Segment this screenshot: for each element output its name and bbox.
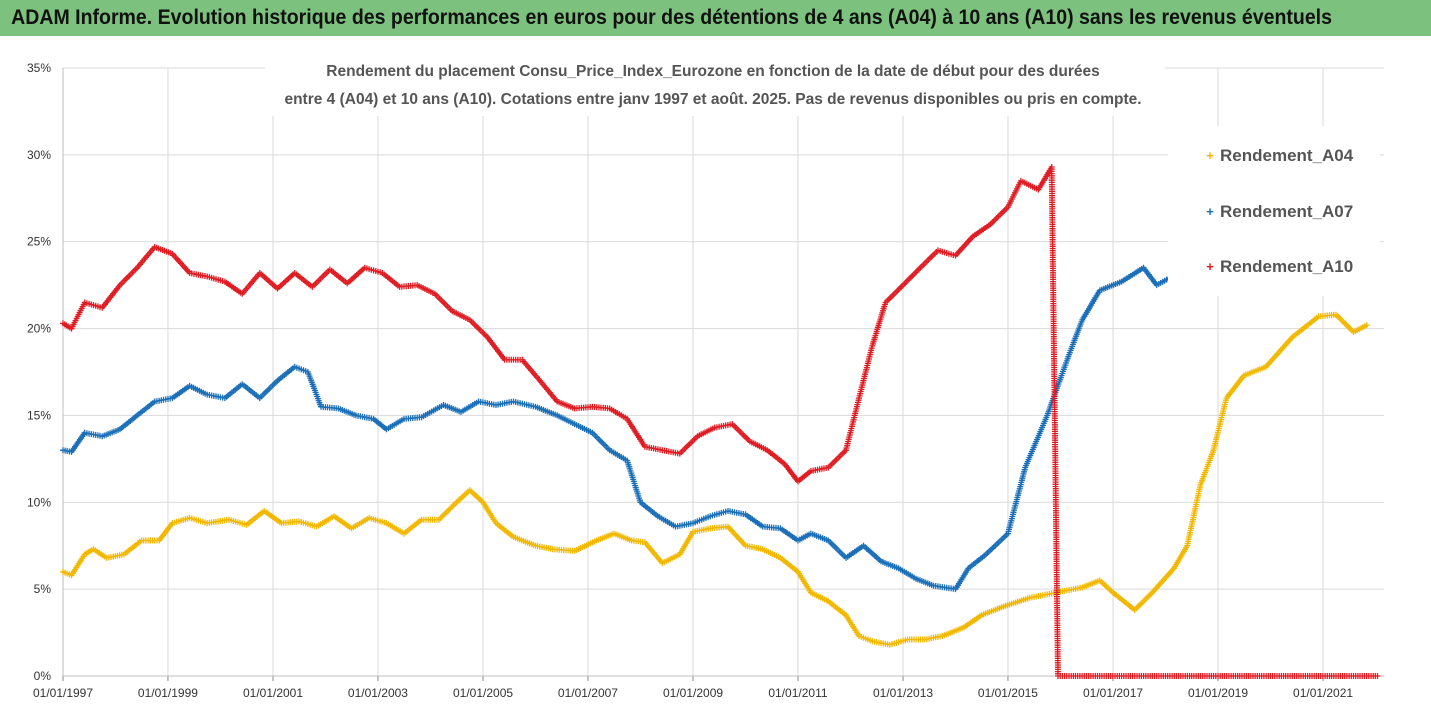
x-tick-label: 01/01/2007 bbox=[558, 686, 618, 700]
performance-chart: 0% 5% 10% 15% 20% 25% 30% 35% 01/01/1997 01/01/19… bbox=[27, 54, 1384, 700]
subtitle-background bbox=[265, 54, 1165, 116]
x-tick-label: 01/01/1999 bbox=[138, 686, 198, 700]
x-tick-label: 01/01/2015 bbox=[978, 686, 1038, 700]
legend-entry-a07: + Rendement_A07 bbox=[1206, 202, 1353, 221]
chart-subtitle-line-1: Rendement du placement Consu_Price_Index… bbox=[326, 63, 1099, 80]
series-markers bbox=[60, 164, 1381, 679]
legend-entry-a04: + Rendement_A04 bbox=[1206, 146, 1354, 165]
x-tick-label: 01/01/1997 bbox=[33, 686, 93, 700]
x-tick-label: 01/01/2017 bbox=[1083, 686, 1143, 700]
data-series bbox=[60, 164, 1381, 679]
y-tick-label: 20% bbox=[27, 322, 51, 336]
x-tick-label: 01/01/2019 bbox=[1188, 686, 1248, 700]
series-markers bbox=[60, 247, 1252, 593]
x-tick-label: 01/01/2003 bbox=[348, 686, 408, 700]
y-tick-label: 0% bbox=[34, 669, 52, 683]
legend-marker-a07: + bbox=[1206, 204, 1214, 219]
legend-label-a10: Rendement_A10 bbox=[1220, 257, 1353, 276]
series-markers bbox=[60, 311, 1370, 648]
legend-label-a07: Rendement_A07 bbox=[1220, 202, 1353, 221]
y-tick-label: 10% bbox=[27, 495, 51, 509]
x-tick-label: 01/01/2013 bbox=[873, 686, 933, 700]
legend: + Rendement_A04 + Rendement_A07 + Rendem… bbox=[1168, 126, 1380, 296]
y-tick-label: 5% bbox=[34, 582, 52, 596]
series-a04 bbox=[60, 311, 1370, 648]
legend-marker-a10: + bbox=[1206, 259, 1214, 274]
x-tick-label: 01/01/2009 bbox=[663, 686, 723, 700]
x-tick-label: 01/01/2021 bbox=[1293, 686, 1353, 700]
y-tick-label: 30% bbox=[27, 148, 51, 162]
legend-entry-a10: + Rendement_A10 bbox=[1206, 257, 1353, 276]
page-title: ADAM Informe. Evolution historique des p… bbox=[11, 6, 1332, 29]
legend-marker-a04: + bbox=[1206, 148, 1214, 163]
y-tick-label: 15% bbox=[27, 408, 51, 422]
legend-label-a04: Rendement_A04 bbox=[1220, 146, 1354, 165]
y-tick-label: 35% bbox=[27, 61, 51, 75]
series-a07 bbox=[60, 247, 1252, 593]
legend-background bbox=[1168, 126, 1380, 296]
grid-lines bbox=[62, 67, 1384, 677]
axes: 0% 5% 10% 15% 20% 25% 30% 35% 01/01/1997 01/01/19… bbox=[27, 61, 1384, 700]
title-banner: ADAM Informe. Evolution historique des p… bbox=[0, 0, 1431, 36]
x-tick-label: 01/01/2011 bbox=[768, 686, 827, 700]
x-tick-label: 01/01/2001 bbox=[243, 686, 303, 700]
series-a10 bbox=[60, 164, 1381, 679]
x-tick-label: 01/01/2005 bbox=[453, 686, 513, 700]
y-tick-label: 25% bbox=[27, 235, 51, 249]
chart-subtitle-line-2: entre 4 (A04) et 10 ans (A10). Cotations… bbox=[284, 91, 1141, 108]
